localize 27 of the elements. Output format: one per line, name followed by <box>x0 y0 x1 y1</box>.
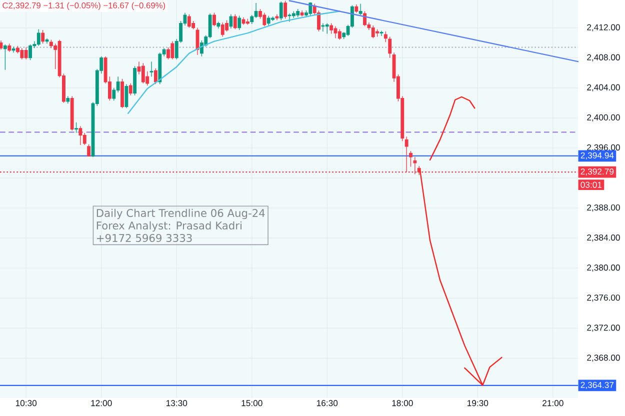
text: 03:01 <box>580 182 602 188</box>
x-tick-label: 12:00 <box>91 400 112 406</box>
ref-line-label: 2,394.94 <box>580 152 614 160</box>
y-tick-label: 2,368.00 <box>587 354 620 362</box>
y-tick-label: 2,412.00 <box>587 24 620 32</box>
y-tick-label: 2,388.00 <box>587 204 620 212</box>
x-tick-label: 13:30 <box>166 400 188 406</box>
annotation: +9172 5969 3333 <box>97 234 192 242</box>
x-tick-label: 16:30 <box>317 400 338 406</box>
y-tick-label: 2,404.00 <box>587 84 620 92</box>
x-tick-label: 15:00 <box>242 400 262 406</box>
y-tick-label: 2,372.00 <box>587 324 620 332</box>
annotation: Forex Analyst: Prasad Kadri <box>96 221 242 232</box>
annotation: C2,392.79 −1.31 (−0.05%) −16.67 (−0.69%) <box>2 2 166 10</box>
ref-line-label: 2,392.79 <box>580 168 614 176</box>
annotation: Daily Chart Trendline 06 Aug-24 <box>96 208 265 220</box>
x-tick-label: 21:00 <box>542 400 564 406</box>
x-tick-label: 10:30 <box>16 400 37 406</box>
y-tick-label: 2,380.00 <box>587 264 620 272</box>
y-tick-label: 2,376.00 <box>587 294 620 302</box>
y-tick-label: 2,396.00 <box>587 144 620 152</box>
y-tick-label: 2,408.00 <box>587 54 620 62</box>
x-tick-label: 18:00 <box>392 400 413 406</box>
x-tick-label: 19:30 <box>468 400 488 406</box>
ref-line-label: 2,364.37 <box>580 382 614 390</box>
y-tick-label: 2,400.00 <box>587 114 620 122</box>
y-tick-label: 2,384.00 <box>587 234 620 242</box>
